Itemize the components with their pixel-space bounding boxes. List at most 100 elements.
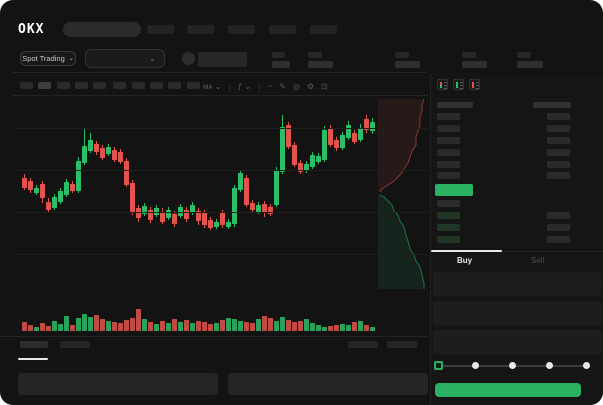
draw-tool-icon[interactable]: ✎ (279, 82, 286, 91)
interval-button-3[interactable] (57, 82, 70, 89)
candle (352, 133, 357, 142)
candle (226, 222, 231, 227)
 (476, 82, 479, 83)
divider (12, 72, 428, 73)
bottom-panel-2[interactable] (228, 373, 428, 395)
candle (304, 164, 309, 170)
volume-bar (310, 323, 315, 331)
volume-bar (154, 324, 159, 331)
volume-bar (124, 320, 129, 331)
 (472, 82, 474, 85)
stat-label-3 (395, 52, 409, 58)
 (456, 82, 458, 85)
candle (46, 202, 51, 210)
bottom-tab-2[interactable] (60, 341, 90, 348)
stat-label-4 (462, 52, 476, 58)
interval-button-5[interactable] (93, 82, 106, 89)
volume-bar (268, 318, 273, 331)
ask-amount (547, 161, 570, 168)
nav-item-4[interactable] (269, 25, 296, 34)
chart-style-dropdown-icon[interactable]: ƒ ⌄ (237, 82, 252, 91)
candle (220, 213, 225, 225)
slider-handle[interactable] (434, 361, 443, 370)
orderbook-view-both-icon[interactable] (437, 79, 448, 90)
buy-submit-button[interactable] (435, 383, 581, 397)
candle (112, 150, 117, 160)
snapshot-icon[interactable]: ◎ (292, 82, 300, 91)
ask-amount (547, 125, 570, 132)
line-tool-icon[interactable]: ~ (267, 82, 273, 91)
orderbook-view-asks-icon[interactable] (469, 79, 480, 90)
candle (142, 206, 147, 214)
volume-bar (28, 325, 33, 331)
candle (328, 128, 333, 145)
candle (208, 220, 213, 228)
volume-bar (172, 319, 177, 331)
interval-button-6[interactable] (113, 82, 126, 89)
interval-button-1[interactable] (20, 82, 33, 89)
nav-item-5[interactable] (310, 25, 337, 34)
fullscreen-icon[interactable]: ⊡ (321, 82, 328, 91)
bid-price (437, 236, 460, 243)
volume-bar (34, 327, 39, 331)
search-input[interactable] (63, 22, 141, 37)
candle (280, 127, 285, 172)
bottom-link-1[interactable] (348, 341, 378, 348)
bottom-panel-1[interactable] (18, 373, 218, 395)
ask-amount (547, 172, 570, 179)
slider-stop[interactable] (546, 362, 553, 369)
stat-label-2 (308, 52, 322, 58)
order-form-field-2[interactable] (433, 301, 602, 325)
volume-bar (58, 324, 63, 331)
nav-item-1[interactable] (147, 25, 174, 34)
tab-divider (502, 251, 603, 252)
volume-bar (328, 326, 333, 331)
interval-button-10[interactable] (187, 82, 200, 89)
orderbook-amount-header (533, 102, 571, 108)
slider-stop[interactable] (472, 362, 479, 369)
coin-icon (182, 52, 195, 65)
last-price-placeholder (198, 52, 247, 67)
stat-value-3 (395, 61, 420, 68)
indicators-dropdown-icon[interactable]: ᴍᴀ ⌄ (203, 82, 222, 91)
slider-stop[interactable] (509, 362, 516, 369)
interval-button-4[interactable] (75, 82, 88, 89)
volume-bar (208, 324, 213, 331)
order-form-field-3[interactable] (433, 330, 602, 354)
volume-bar (88, 317, 93, 331)
tab-buy[interactable]: Buy (457, 256, 473, 265)
nav-item-3[interactable] (228, 25, 255, 34)
market-type-dropdown[interactable]: Spot Trading ⌄ (20, 51, 76, 66)
volume-bar (256, 319, 261, 331)
nav-item-2[interactable] (187, 25, 214, 34)
candle (250, 203, 255, 210)
 (456, 85, 458, 88)
interval-button-7[interactable] (132, 82, 145, 89)
volume-bar (304, 319, 309, 331)
bottom-link-2[interactable] (387, 341, 417, 348)
chevron-down-icon: ⌄ (149, 54, 156, 63)
slider-stop[interactable] (583, 362, 590, 369)
interval-button-8[interactable] (150, 82, 163, 89)
order-form-field-1[interactable] (433, 272, 602, 296)
bottom-tab-1[interactable] (20, 341, 48, 348)
chart-settings-icon[interactable]: ⚙ (306, 82, 314, 91)
volume-bar (106, 321, 111, 331)
candle (190, 205, 195, 213)
candle (148, 210, 153, 220)
depth-asks-area (378, 99, 424, 192)
stat-value-5 (517, 61, 543, 68)
candle (22, 178, 27, 188)
pair-select-dropdown[interactable]: ⌄ (85, 49, 165, 68)
orderbook-last-price[interactable] (435, 184, 473, 196)
ask-price (437, 172, 460, 179)
bid-price (437, 212, 460, 219)
volume-bar (142, 319, 147, 331)
orderbook-view-bids-icon[interactable] (453, 79, 464, 90)
interval-button-9[interactable] (168, 82, 181, 89)
volume-bar (298, 321, 303, 331)
tab-sell[interactable]: Sell (531, 256, 545, 265)
candle (196, 211, 201, 221)
interval-button-2[interactable] (38, 82, 51, 89)
ask-price (437, 113, 460, 120)
